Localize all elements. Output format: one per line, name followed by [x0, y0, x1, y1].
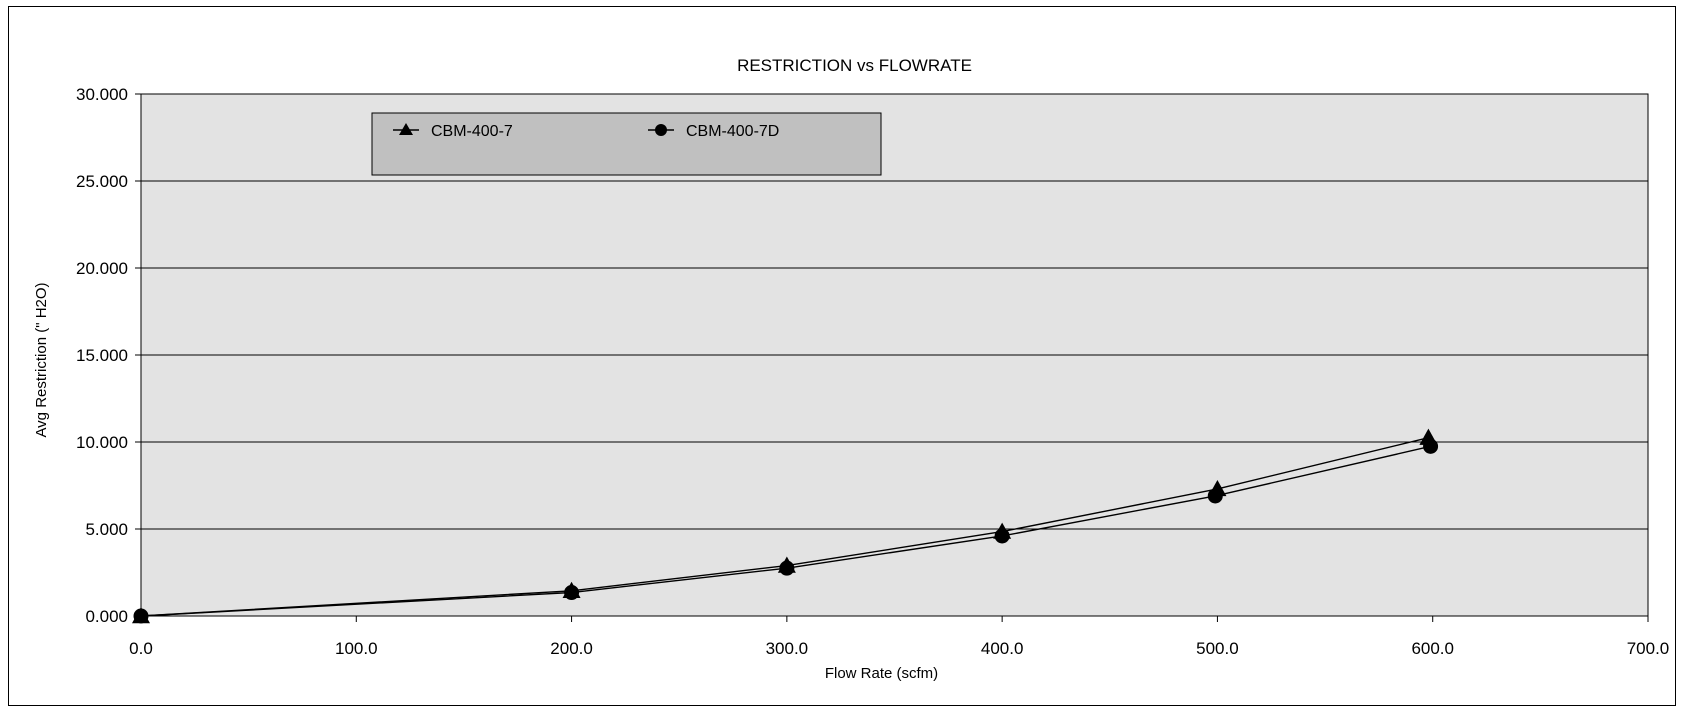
y-axis-title: Avg Restriction (" H2O) — [33, 282, 50, 437]
grid-lines — [141, 180, 1648, 530]
legend-item: CBM-400-7 — [393, 123, 513, 140]
circle-marker — [779, 560, 795, 576]
legend-box — [371, 112, 882, 176]
legend-label: CBM-400-7D — [686, 123, 779, 140]
x-tick-label: 700.0 — [1627, 639, 1670, 658]
series-line — [140, 445, 1431, 617]
x-tick-label: 600.0 — [1411, 639, 1454, 658]
circle-marker — [133, 608, 149, 624]
y-tick-label: 20.000 — [76, 259, 128, 278]
y-tick-label: 15.000 — [76, 346, 128, 365]
legend-label: CBM-400-7 — [431, 123, 513, 140]
y-tick-label: 5.000 — [85, 520, 128, 539]
circle-marker — [564, 585, 580, 601]
x-tick-label: 300.0 — [766, 639, 809, 658]
x-tick-label: 400.0 — [981, 639, 1024, 658]
x-tick-label: 0.0 — [129, 639, 153, 658]
x-tick-label: 500.0 — [1196, 639, 1239, 658]
y-tick-label: 25.000 — [76, 172, 128, 191]
legend-item: CBM-400-7D — [648, 123, 779, 140]
y-tick-label: 30.000 — [76, 85, 128, 104]
series-line — [140, 436, 1429, 617]
series-cbm-400-7d — [133, 438, 1439, 624]
chart-title: RESTRICTION vs FLOWRATE — [737, 56, 972, 75]
triangle-marker — [399, 123, 413, 135]
circle-marker — [1423, 438, 1439, 454]
x-axis-ticks: 0.0 100.0 200.0 300.0 400.0 500.0 600.0 700.0 — [129, 616, 1669, 658]
legend: CBM-400-7 CBM-400-7D — [371, 112, 882, 176]
x-tick-label: 200.0 — [550, 639, 593, 658]
circle-marker — [655, 124, 667, 136]
circle-marker — [994, 528, 1010, 544]
y-tick-label: 10.000 — [76, 433, 128, 452]
y-tick-label: 0.000 — [85, 607, 128, 626]
y-axis-ticks: 0.000 5.000 10.000 15.000 20.000 25.000 30.000 — [76, 85, 141, 626]
series-layer — [132, 428, 1439, 624]
x-axis-title: Flow Rate (scfm) — [825, 665, 938, 682]
x-tick-label: 100.0 — [335, 639, 378, 658]
circle-marker — [1207, 488, 1223, 504]
